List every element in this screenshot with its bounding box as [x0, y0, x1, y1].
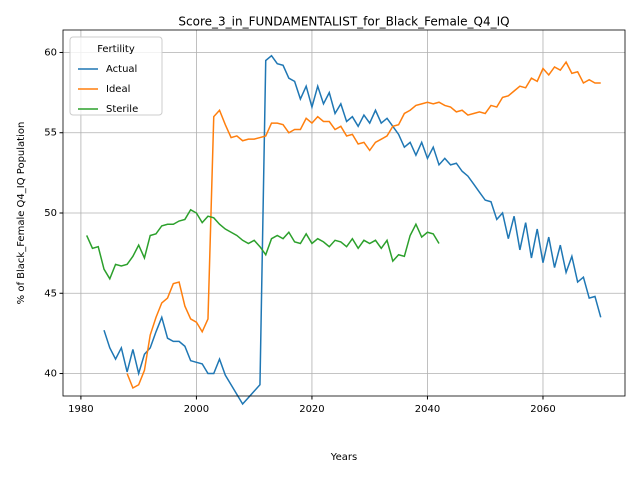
x-tick-label: 2060 [530, 404, 555, 415]
series-line [103, 54, 602, 406]
y-axis-label: % of Black_Female Q4_IQ Population [16, 122, 27, 305]
legend: Fertility Actual Ideal Sterile [69, 36, 163, 116]
y-tick-label: 60 [44, 47, 57, 58]
y-tick-label: 45 [44, 288, 57, 299]
legend-title: Fertility [97, 44, 135, 55]
y-tick-label: 55 [44, 128, 57, 139]
y-tick-label: 50 [44, 208, 57, 219]
x-axis-label: Years [330, 452, 357, 463]
legend-label: Ideal [106, 84, 130, 95]
x-tick-label: 2040 [415, 404, 440, 415]
series-line [126, 60, 601, 390]
x-tick-label: 2020 [299, 404, 324, 415]
x-tick-label: 2000 [184, 404, 209, 415]
legend-label: Sterile [106, 104, 138, 115]
series-line [85, 208, 440, 281]
plot-frame [62, 29, 626, 397]
x-tick-label: 1980 [68, 404, 93, 415]
legend-label: Actual [106, 64, 137, 75]
y-tick-label: 40 [44, 369, 57, 380]
chart-title: Score_3_in_FUNDAMENTALIST_for_Black_Fema… [178, 15, 509, 29]
legend-box [69, 36, 163, 116]
